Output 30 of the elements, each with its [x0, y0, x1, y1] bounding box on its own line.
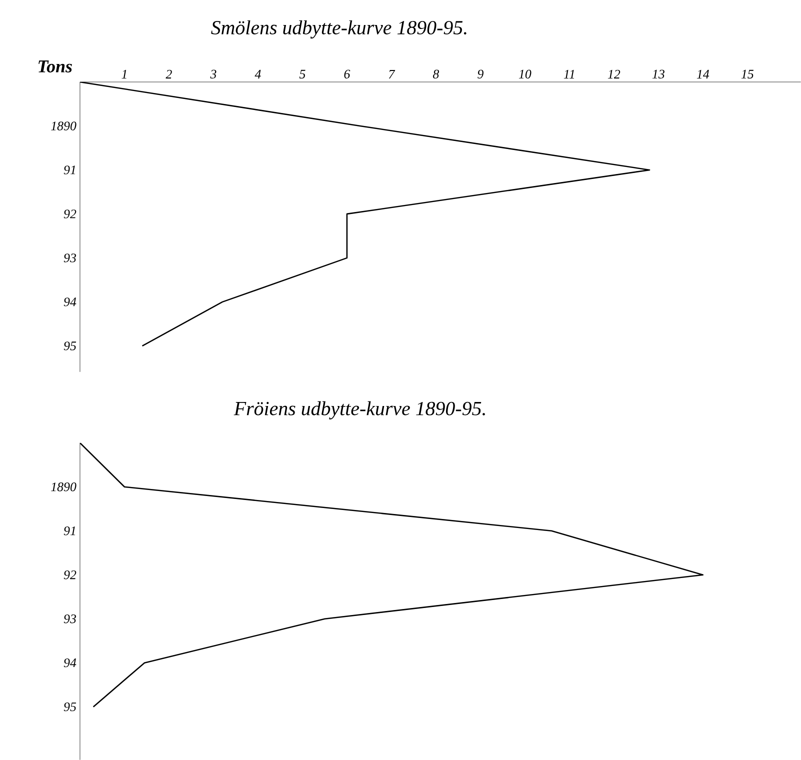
y-tick-label: 94: [64, 658, 76, 668]
y-tick-label: 93: [64, 254, 76, 262]
y-tick-label: 1890: [51, 122, 76, 130]
y-tick-label: 1890: [51, 482, 76, 492]
x-tick-label: 5: [299, 70, 306, 78]
x-tick-label: 14: [696, 70, 710, 78]
x-tick-label: 10: [518, 70, 532, 78]
x-tick-label: 3: [210, 70, 216, 78]
y-tick-label: 92: [64, 570, 76, 580]
x-tick-label: 15: [741, 70, 754, 78]
chart-title: Smölens udbytte-kurve 1890-95.: [211, 20, 466, 38]
x-axis-title: Tons: [38, 60, 72, 72]
y-tick-label: 95: [64, 702, 76, 712]
y-tick-label: 92: [64, 210, 76, 218]
y-tick-label: 91: [64, 526, 76, 536]
x-tick-label: 8: [432, 70, 440, 78]
x-tick-label: 9: [478, 70, 484, 78]
x-tick-label: 2: [166, 70, 172, 78]
x-tick-label: 13: [652, 70, 664, 78]
x-tick-label: 12: [608, 70, 620, 78]
x-tick-label: 11: [564, 70, 574, 78]
chart-title: Fröiens udbytte-kurve 1890-95.: [234, 401, 485, 420]
y-tick-label: 93: [64, 614, 76, 624]
y-tick-label: 94: [64, 298, 76, 306]
x-tick-label: 7: [388, 70, 396, 78]
x-tick-label: 6: [344, 70, 350, 78]
y-tick-label: 91: [64, 166, 76, 174]
x-tick-label: 4: [254, 70, 261, 78]
y-tick-label: 95: [64, 342, 76, 350]
x-tick-label: 1: [122, 70, 126, 78]
